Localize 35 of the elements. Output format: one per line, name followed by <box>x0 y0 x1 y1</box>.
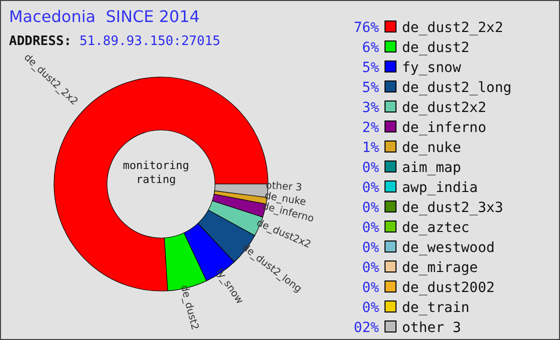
data-label: 02% <box>354 320 380 336</box>
legend-label: other 3 <box>402 320 462 336</box>
data-label: 5% <box>362 80 380 96</box>
legend-label: de_dust2 <box>402 40 470 56</box>
text: 0% <box>362 220 379 236</box>
legend-label: de_dust2002 <box>402 280 495 296</box>
data-label: 1% <box>362 140 380 156</box>
legend-label: de_inferno <box>402 120 486 136</box>
text: 0% <box>362 180 379 196</box>
text: ADDRESS: 51.89.93.150:27015 <box>9 34 220 49</box>
legend-label: de_dust2_3x3 <box>402 200 504 216</box>
data-label: 3% <box>362 100 380 116</box>
text: 0% <box>362 160 379 176</box>
legend-label: awp_india <box>402 180 478 196</box>
text: 0% <box>362 280 379 296</box>
legend-label: de_westwood <box>402 240 495 256</box>
chart-title: Macedonia SINCE 2014 <box>9 7 200 26</box>
legend-label: de_dust2_long <box>402 80 512 96</box>
data-label: 5% <box>362 60 380 76</box>
data-label: 76% <box>354 20 380 36</box>
legend-label: de_mirage <box>402 260 478 276</box>
text: 0% <box>362 200 379 216</box>
text: monitoring rating <box>122 159 190 187</box>
data-label: 2% <box>362 120 380 136</box>
text: 0% <box>362 300 379 316</box>
legend-label: de_nuke <box>402 140 462 156</box>
text: 0% <box>362 240 379 256</box>
legend-label: aim_map <box>402 160 462 176</box>
legend-label: de_dust2x2 <box>402 100 486 116</box>
text: 0% <box>362 260 379 276</box>
data-label: 6% <box>362 40 380 56</box>
legend-label: de_train <box>402 300 470 316</box>
legend-label: fy_snow <box>402 60 462 76</box>
legend-label: de_aztec <box>402 220 470 236</box>
legend-label: de_dust2_2x2 <box>402 20 504 36</box>
